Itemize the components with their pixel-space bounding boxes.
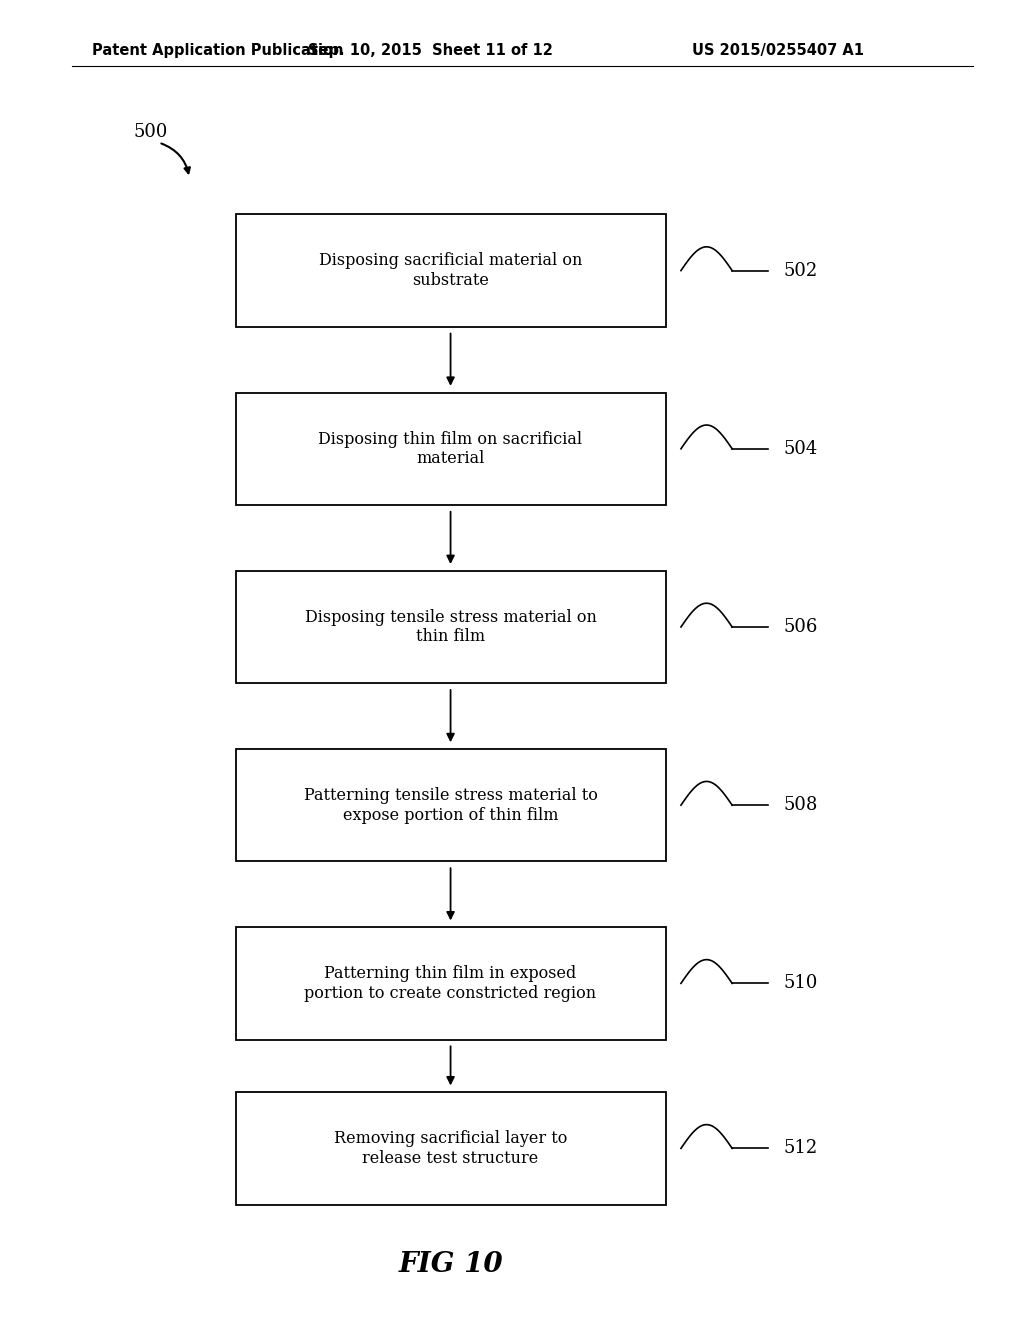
Text: Patent Application Publication: Patent Application Publication bbox=[92, 42, 344, 58]
Text: Disposing sacrificial material on
substrate: Disposing sacrificial material on substr… bbox=[318, 252, 583, 289]
Text: Disposing thin film on sacrificial
material: Disposing thin film on sacrificial mater… bbox=[318, 430, 583, 467]
Text: 504: 504 bbox=[783, 440, 817, 458]
Bar bbox=[236, 927, 666, 1040]
Text: Disposing tensile stress material on
thin film: Disposing tensile stress material on thi… bbox=[304, 609, 597, 645]
Bar bbox=[236, 1093, 666, 1204]
Bar bbox=[236, 214, 666, 326]
Text: 512: 512 bbox=[783, 1139, 817, 1158]
Text: Patterning tensile stress material to
expose portion of thin film: Patterning tensile stress material to ex… bbox=[304, 787, 597, 824]
Text: 500: 500 bbox=[133, 123, 168, 141]
Text: 510: 510 bbox=[783, 974, 818, 993]
Bar bbox=[236, 570, 666, 682]
Text: 506: 506 bbox=[783, 618, 818, 636]
Bar bbox=[236, 393, 666, 504]
Bar bbox=[236, 748, 666, 861]
Text: US 2015/0255407 A1: US 2015/0255407 A1 bbox=[692, 42, 864, 58]
Text: Removing sacrificial layer to
release test structure: Removing sacrificial layer to release te… bbox=[334, 1130, 567, 1167]
Text: FIG 10: FIG 10 bbox=[398, 1251, 503, 1278]
Text: Patterning thin film in exposed
portion to create constricted region: Patterning thin film in exposed portion … bbox=[304, 965, 597, 1002]
Text: 502: 502 bbox=[783, 261, 817, 280]
Text: 508: 508 bbox=[783, 796, 818, 814]
Text: Sep. 10, 2015  Sheet 11 of 12: Sep. 10, 2015 Sheet 11 of 12 bbox=[307, 42, 553, 58]
